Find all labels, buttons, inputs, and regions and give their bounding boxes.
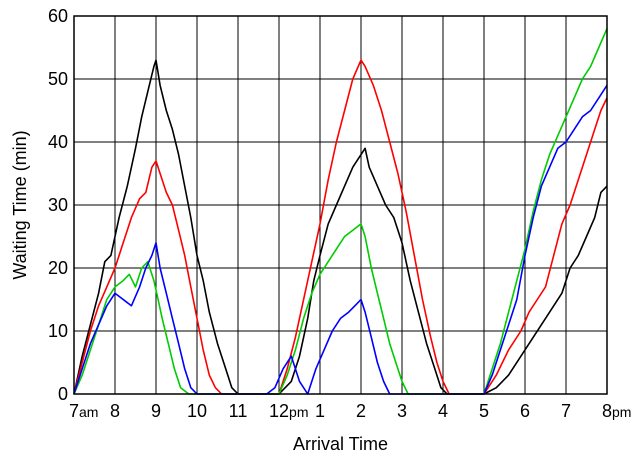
x-axis-title: Arrival Time xyxy=(293,434,388,454)
x-tick-label: 7am xyxy=(69,401,98,421)
x-tick-label: 2 xyxy=(356,401,366,421)
x-tick-label: 1 xyxy=(315,401,325,421)
x-tick-label: 7 xyxy=(561,401,571,421)
series-group xyxy=(73,28,608,395)
x-tick-suffix: am xyxy=(79,404,98,420)
x-tick-label: 6 xyxy=(520,401,530,421)
x-tick-label: 10 xyxy=(187,401,207,421)
y-axis-title: Waiting Time (min) xyxy=(10,130,30,279)
x-tick-label: 4 xyxy=(438,401,448,421)
y-tick-label: 10 xyxy=(48,321,68,341)
x-tick-suffix: pm xyxy=(289,404,308,420)
x-tick-label: 5 xyxy=(479,401,489,421)
y-tick-label: 50 xyxy=(48,69,68,89)
y-tick-label: 60 xyxy=(48,6,68,26)
x-tick-label: 11 xyxy=(229,401,248,421)
tick-labels: 0 10 20 30 40 50 60 7am 8 9 10 11 12pm 1 2 3 4 5 6 7 8pm xyxy=(48,6,632,421)
x-tick-label: 9 xyxy=(151,401,161,421)
series-line-2 xyxy=(73,28,608,395)
x-tick-label: 8pm xyxy=(602,401,631,421)
series-line-0 xyxy=(73,59,608,395)
series-line-1 xyxy=(73,59,608,395)
plot-frame xyxy=(73,15,608,395)
y-tick-label: 40 xyxy=(48,132,68,152)
x-tick-label: 3 xyxy=(397,401,407,421)
y-tick-label: 0 xyxy=(58,384,68,404)
x-tick-label: 8 xyxy=(110,401,120,421)
y-tick-label: 20 xyxy=(48,258,68,278)
x-tick-suffix: pm xyxy=(612,404,631,420)
x-tick-label: 12pm xyxy=(269,401,308,421)
y-tick-label: 30 xyxy=(48,195,68,215)
series-line-3 xyxy=(73,84,608,395)
